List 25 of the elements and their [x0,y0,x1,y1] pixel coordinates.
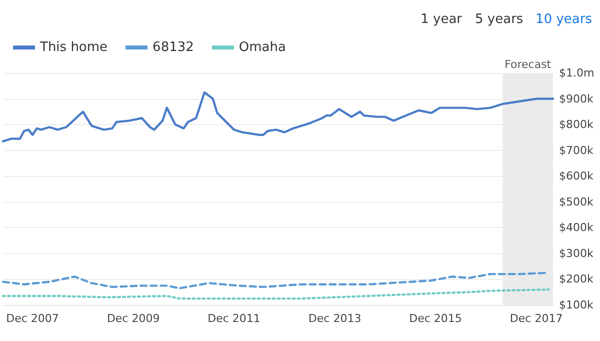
line-series [2,91,554,142]
y-tick-label: $100k [559,298,594,312]
x-tick-label: Dec 2015 [409,312,462,325]
text: 5 years [475,12,524,27]
x-tick-label: Dec 2017 [510,312,563,325]
legend-label: 68132 [152,40,194,55]
text: 10 years [536,12,592,27]
band-label: Forecast [504,58,552,71]
x-tick-label: Dec 2013 [308,312,362,325]
legend-label: Omaha [238,40,286,55]
y-tick-label: $400k [559,221,594,234]
x-tick-label: Dec 2007 [6,312,59,325]
line-series [2,288,550,300]
y-tick-label: $700k [559,144,594,157]
y-tick-label: $500k [559,195,594,208]
legend-label: This home [39,40,108,55]
text: 1 year [420,12,463,27]
y-tick-label: $1.0m [559,66,594,80]
y-tick-label: $300k [559,246,594,260]
y-tick-label: $900k [559,92,594,106]
y-tick-label: $600k [559,170,594,183]
y-tick-label: $200k [559,272,594,286]
x-tick-label: Dec 2009 [106,312,160,325]
y-tick-label: $800k [559,118,594,132]
x-tick-label: Dec 2011 [208,312,260,325]
